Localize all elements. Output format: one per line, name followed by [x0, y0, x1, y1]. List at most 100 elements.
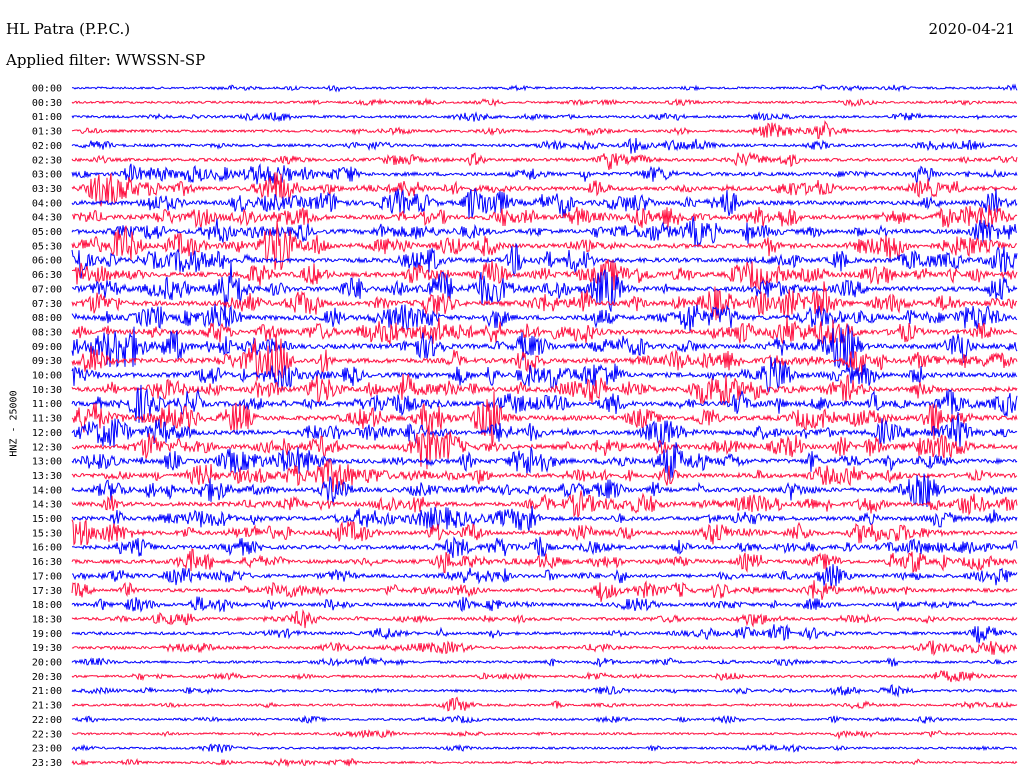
- trace-line: [71, 424, 1018, 470]
- row-time-label: 08:00: [32, 313, 62, 324]
- row-time-label: 01:30: [32, 127, 62, 138]
- trace-line: [71, 411, 1018, 448]
- row-time-label: 10:30: [32, 385, 62, 396]
- trace-line: [71, 151, 1018, 171]
- filter-label: Applied filter: WWSSN-SP: [6, 51, 206, 69]
- trace-line: [71, 163, 1018, 185]
- trace-line: [72, 204, 1018, 229]
- trace-line: [71, 357, 1018, 393]
- row-time-label: 19:30: [32, 643, 62, 654]
- row-time-label: 11:00: [32, 399, 62, 410]
- row-time-label: 22:00: [32, 715, 62, 726]
- trace-line: [71, 548, 1018, 574]
- trace-line: [71, 490, 1018, 518]
- trace-line: [71, 757, 1018, 768]
- trace-line: [71, 473, 1018, 508]
- trace-line: [71, 97, 1018, 108]
- row-time-label: 05:00: [32, 227, 62, 238]
- trace-line: [71, 373, 1018, 406]
- row-time-label: 20:00: [32, 658, 62, 669]
- row-time-label: 04:00: [32, 198, 62, 209]
- row-time-label: 00:00: [32, 84, 62, 95]
- trace-line: [71, 683, 1018, 698]
- row-time-label: 02:30: [32, 155, 62, 166]
- row-time-label: 14:00: [32, 485, 62, 496]
- row-time-label: 18:00: [32, 600, 62, 611]
- trace-line: [71, 580, 1018, 602]
- row-time-label: 01:00: [32, 112, 62, 123]
- trace-line: [71, 728, 1018, 740]
- trace-line: [71, 608, 1018, 629]
- row-time-label: 16:30: [32, 557, 62, 568]
- trace-line: [71, 83, 1018, 93]
- row-time-label: 09:30: [32, 356, 62, 367]
- trace-line: [71, 172, 1018, 207]
- trace-line: [72, 258, 1018, 291]
- row-time-label: 13:30: [32, 471, 62, 482]
- row-time-label: 13:00: [32, 457, 62, 468]
- trace-line: [71, 120, 1018, 139]
- row-time-label: 16:00: [32, 543, 62, 554]
- row-time-label: 17:30: [32, 586, 62, 597]
- row-time-label: 07:30: [32, 299, 62, 310]
- row-time-label: 12:00: [32, 428, 62, 439]
- row-time-label: 18:30: [32, 614, 62, 625]
- trace-line: [71, 261, 1018, 313]
- trace-line: [71, 338, 1018, 383]
- trace-line: [71, 391, 1018, 446]
- row-time-label: 02:00: [32, 141, 62, 152]
- row-time-label: 05:30: [32, 241, 62, 252]
- trace-line: [71, 316, 1018, 345]
- row-time-label: 23:30: [32, 758, 62, 769]
- trace-line: [71, 623, 1018, 644]
- station-title: HL Patra (P.P.C.): [6, 20, 131, 38]
- trace-line: [71, 505, 1018, 532]
- trace-line: [71, 303, 1018, 333]
- trace-line: [71, 188, 1018, 219]
- row-time-label: 06:00: [32, 256, 62, 267]
- trace-line: [71, 442, 1018, 482]
- trace-line: [71, 220, 1018, 271]
- row-time-label: 10:00: [32, 371, 62, 382]
- row-time-label: 17:00: [32, 571, 62, 582]
- row-time-label: 20:30: [32, 672, 62, 683]
- trace-line: [71, 242, 1018, 279]
- trace-line: [71, 281, 1018, 321]
- row-time-label: 06:30: [32, 270, 62, 281]
- row-time-label: 03:00: [32, 170, 62, 181]
- trace-line: [71, 459, 1018, 493]
- trace-line: [71, 384, 1018, 423]
- row-time-label: 23:00: [32, 744, 62, 755]
- trace-line: [71, 137, 1018, 154]
- row-time-label: 19:00: [32, 629, 62, 640]
- trace-line: [72, 564, 1018, 589]
- row-time-label: 21:30: [32, 701, 62, 712]
- trace-line: [71, 111, 1018, 123]
- row-time-label: 08:30: [32, 327, 62, 338]
- row-time-label: 00:30: [32, 98, 62, 109]
- row-time-label: 07:00: [32, 284, 62, 295]
- row-time-label: 15:00: [32, 514, 62, 525]
- trace-line: [71, 640, 1018, 657]
- trace-line: [71, 714, 1018, 725]
- trace-line: [71, 536, 1018, 558]
- date-label: 2020-04-21: [928, 20, 1015, 38]
- row-time-label: 04:30: [32, 213, 62, 224]
- row-time-label: 22:30: [32, 729, 62, 740]
- trace-line: [71, 696, 1018, 712]
- trace-line: [71, 518, 1018, 546]
- row-time-label: 15:30: [32, 528, 62, 539]
- row-time-label: 11:30: [32, 414, 62, 425]
- row-time-label: 21:00: [32, 686, 62, 697]
- trace-line: [71, 655, 1018, 668]
- row-time-label: 12:30: [32, 442, 62, 453]
- trace-line: [71, 324, 1018, 369]
- trace-line: [71, 670, 1018, 683]
- row-time-label: 03:30: [32, 184, 62, 195]
- row-time-label: 09:00: [32, 342, 62, 353]
- trace-line: [71, 743, 1018, 753]
- trace-line: [71, 216, 1018, 248]
- row-time-label: 14:30: [32, 500, 62, 511]
- trace-line: [71, 596, 1017, 613]
